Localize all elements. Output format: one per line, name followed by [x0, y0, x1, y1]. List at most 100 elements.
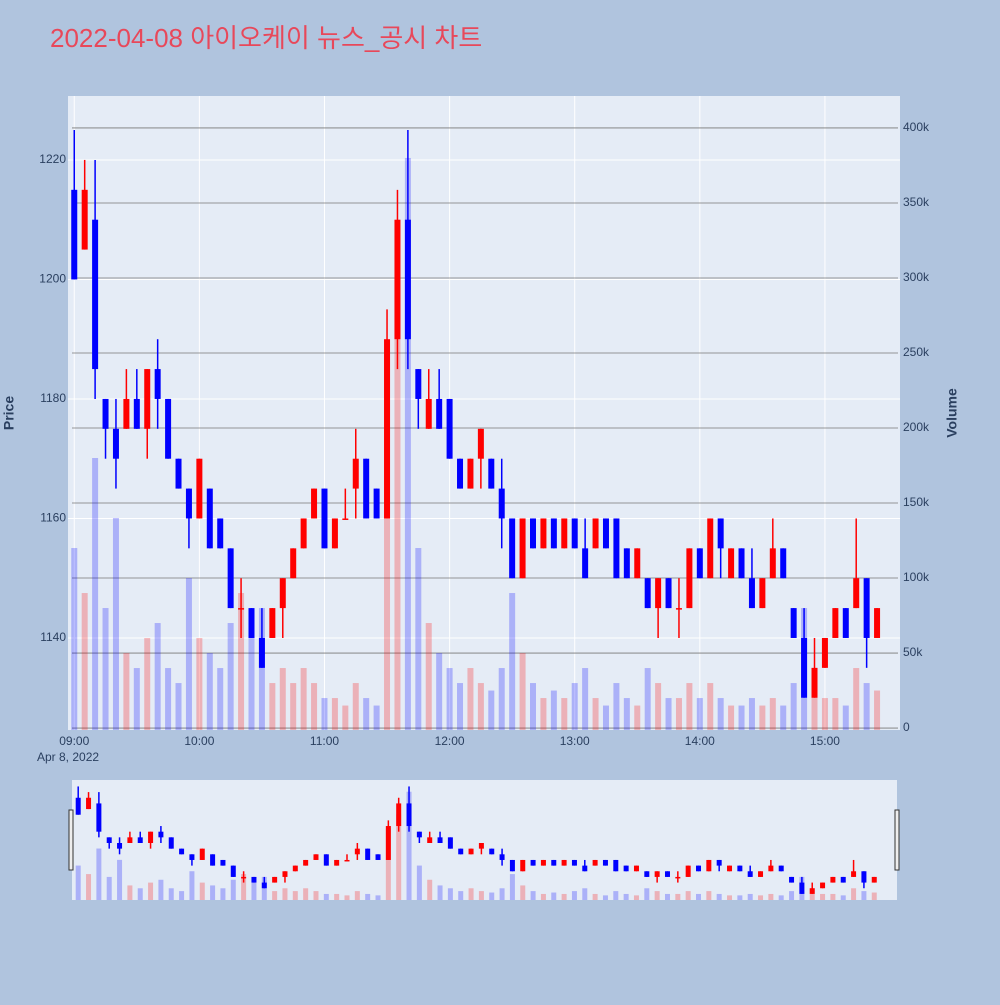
candle-body	[759, 578, 766, 609]
candle-body	[102, 398, 109, 429]
candle-body	[863, 578, 870, 638]
candle-body	[154, 369, 161, 399]
plot-area	[68, 96, 900, 730]
volume-bar	[384, 352, 391, 730]
range-slider[interactable]	[72, 780, 897, 900]
candle-body	[821, 637, 828, 668]
candle-body	[801, 637, 808, 698]
candle-body	[406, 803, 412, 827]
candle-body	[416, 831, 422, 838]
volume-bar	[863, 683, 870, 730]
candle-body	[425, 398, 432, 429]
candle-body	[602, 859, 608, 866]
volume-bar	[717, 698, 724, 730]
slider-handle[interactable]	[68, 809, 74, 871]
y-tick-label: 1220	[39, 152, 66, 166]
candle-body	[282, 871, 288, 877]
volume-bar	[685, 891, 691, 900]
volume-bar	[530, 683, 537, 730]
volume-bar	[71, 548, 78, 730]
candle-body	[168, 837, 174, 849]
volume-bar	[342, 705, 349, 730]
candle-body	[478, 842, 484, 849]
volume-bar	[106, 876, 112, 900]
candle-body	[437, 837, 443, 843]
volume-bar	[738, 705, 745, 730]
candle-body	[665, 578, 672, 609]
volume-bar	[716, 893, 722, 900]
slider-handle[interactable]	[894, 809, 900, 871]
volume-bar	[498, 668, 505, 730]
volume-bar	[871, 892, 877, 900]
volume-bar	[217, 668, 224, 730]
candle-body	[217, 518, 224, 549]
volume-bar	[488, 690, 495, 730]
volume-bar	[436, 653, 443, 730]
candle-body	[840, 876, 846, 883]
candle-body	[261, 882, 267, 889]
candle-body	[716, 859, 722, 866]
candle-body	[696, 548, 703, 579]
volume-bar	[489, 892, 495, 900]
volume-bar	[363, 698, 370, 730]
candle-body	[602, 518, 609, 549]
volume-bar	[623, 893, 629, 900]
volume-bar	[571, 891, 577, 900]
candle-body	[272, 876, 278, 883]
volume-bar	[519, 653, 526, 730]
candle-body	[436, 398, 443, 429]
volume-bar	[748, 698, 755, 730]
volume-bar	[175, 683, 182, 730]
candle-body	[71, 189, 78, 280]
volume-bar	[861, 891, 867, 900]
candle-body	[686, 548, 693, 609]
volume-bar	[613, 891, 619, 900]
candle-body	[106, 837, 112, 843]
volume-bar	[282, 888, 288, 900]
candle-body	[799, 882, 805, 894]
volume-bar	[96, 848, 102, 900]
volume-bar	[168, 888, 174, 900]
volume-bar	[261, 876, 267, 900]
y2-tick-label: 150k	[903, 495, 930, 509]
volume-bar	[352, 683, 359, 730]
volume-bar	[365, 893, 371, 900]
candle-body	[780, 548, 787, 579]
volume-bar	[540, 698, 547, 730]
candle-body	[832, 608, 839, 638]
volume-bar	[592, 698, 599, 730]
candle-body	[654, 871, 660, 877]
candle-body	[384, 339, 391, 519]
candle-body	[707, 518, 714, 579]
volume-bar	[210, 885, 216, 900]
candle-body	[185, 488, 192, 519]
volume-bar	[561, 698, 568, 730]
y2-tick-label: 0	[903, 720, 910, 734]
candle-body	[342, 518, 349, 520]
candle-body	[748, 578, 755, 609]
candle-body	[789, 876, 795, 883]
volume-bar	[821, 698, 828, 730]
candle-body	[86, 797, 92, 810]
candle-body	[582, 548, 589, 579]
volume-bar	[582, 888, 588, 900]
candle-body	[148, 831, 154, 843]
candle-body	[830, 876, 836, 883]
candle-body	[179, 848, 185, 855]
candle-body	[811, 667, 818, 698]
candle-body	[313, 854, 319, 860]
candle-body	[241, 876, 247, 879]
volume-bar	[509, 593, 516, 730]
volume-bar	[427, 879, 433, 900]
y-tick-label: 1200	[39, 272, 66, 286]
volume-bar	[706, 891, 712, 900]
volume-bar	[613, 683, 620, 730]
candle-body	[738, 548, 745, 579]
volume-bar	[123, 653, 130, 730]
candle-body	[509, 518, 516, 579]
volume-bar	[86, 874, 92, 900]
volume-bar	[520, 885, 526, 900]
volume-bar	[634, 705, 641, 730]
volume-bar	[375, 895, 381, 900]
